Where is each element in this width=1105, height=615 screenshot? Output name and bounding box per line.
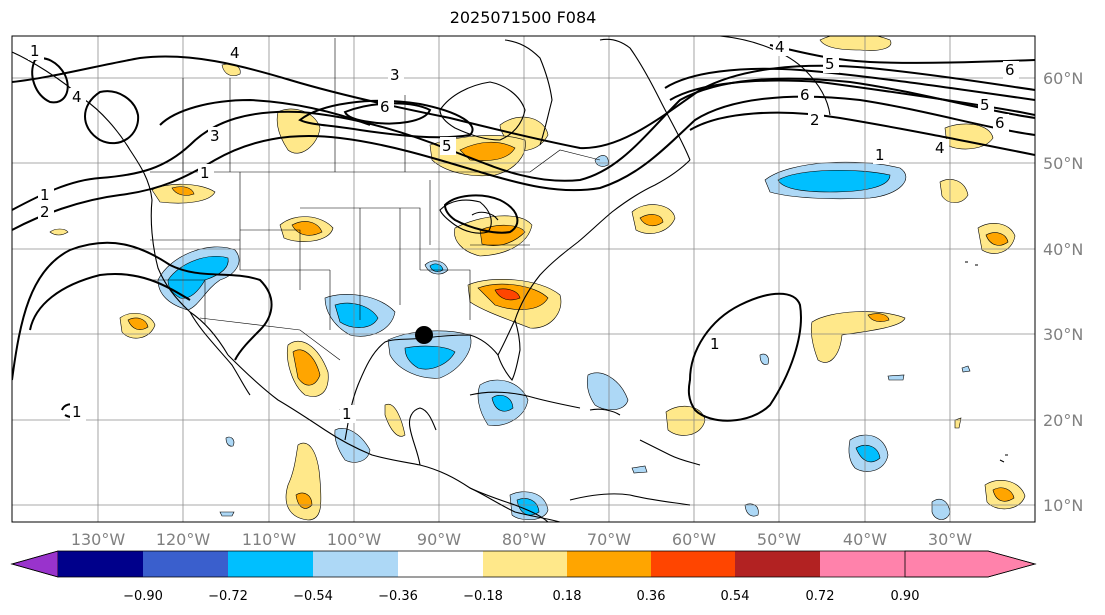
- contour-label: 1: [30, 42, 40, 60]
- contour-label: 6: [800, 86, 810, 104]
- lat-label: 60°N: [1043, 69, 1083, 88]
- contour-label: 6: [995, 114, 1005, 132]
- lon-label: 30°W: [928, 530, 972, 549]
- lat-label: 30°N: [1043, 325, 1083, 344]
- lon-label: 120°W: [156, 530, 211, 549]
- geopotential-contours: [12, 44, 1035, 422]
- contour-label: 6: [380, 98, 390, 116]
- colorbar-segment: [398, 551, 483, 577]
- colorbar-tick-label: −0.18: [463, 589, 503, 604]
- colorbar: −0.90 −0.72 −0.54 −0.36 −0.18 0.18 0.36 …: [10, 550, 1037, 604]
- location-marker: [415, 326, 433, 344]
- contour-label: 5: [825, 55, 835, 73]
- map-panel: [11, 35, 1036, 523]
- contour-label: 3: [210, 127, 220, 145]
- contour-label: 4: [72, 88, 82, 106]
- colorbar-max-extend: [904, 550, 1037, 578]
- colorbar-segment: [228, 551, 313, 577]
- lon-label: 130°W: [71, 530, 126, 549]
- lon-label: 100°W: [327, 530, 382, 549]
- colorbar-tick-label: 0.54: [721, 589, 750, 604]
- colorbar-tick-label: −0.54: [293, 589, 333, 604]
- longitude-labels: 130°W 120°W 110°W 100°W 90°W 80°W 70°W 6…: [71, 530, 972, 549]
- colorbar-tick-label: −0.72: [208, 589, 248, 604]
- colorbar-tick-label: 0.72: [806, 589, 835, 604]
- colorbar-segment: [820, 551, 905, 577]
- coastlines-and-borders: [12, 36, 1008, 522]
- contour-label: 2: [40, 203, 50, 221]
- colorbar-tick-label: 0.18: [553, 589, 582, 604]
- colorbar-outline: [10, 550, 1037, 578]
- contour-labels: 1 4 3 6 5 4 3 1 2 1 1 6 5 4 6 2 5 1 4: [28, 38, 1019, 423]
- lon-label: 80°W: [502, 530, 546, 549]
- map-frame: [11, 35, 1036, 523]
- colorbar-segment: [313, 551, 398, 577]
- contour-label: 4: [935, 139, 945, 157]
- lat-lon-gridlines: [12, 36, 1035, 522]
- lon-label: 40°W: [843, 530, 887, 549]
- colorbar-min-extend: [10, 550, 59, 578]
- contour-label: 1: [875, 146, 885, 164]
- lon-label: 50°W: [757, 530, 801, 549]
- lat-label: 20°N: [1043, 411, 1083, 430]
- lat-label: 40°N: [1043, 240, 1083, 259]
- negative-anomaly-shading: [157, 155, 971, 520]
- lat-label: 50°N: [1043, 154, 1083, 173]
- contour-label: 4: [230, 44, 240, 62]
- colorbar-segment: [143, 551, 228, 577]
- lon-label: 90°W: [417, 530, 461, 549]
- colorbar-tick-label: 0.36: [637, 589, 666, 604]
- contour-label: 1: [710, 335, 720, 353]
- contour-label: 1: [72, 403, 82, 421]
- contour-label: 4: [775, 38, 785, 56]
- contour-label: 5: [980, 96, 990, 114]
- contour-label: 1: [200, 164, 210, 182]
- contour-label: 1: [40, 186, 50, 204]
- colorbar-tick-label: 0.90: [891, 589, 920, 604]
- lon-label: 110°W: [242, 530, 297, 549]
- contour-label: 6: [1005, 61, 1015, 79]
- lon-label: 60°W: [672, 530, 716, 549]
- colorbar-tick-label: −0.36: [378, 589, 418, 604]
- latitude-labels: 60°N 50°N 40°N 30°N 20°N 10°N: [1043, 69, 1083, 515]
- map-title: 2025071500 F084: [449, 8, 597, 27]
- contour-label: 2: [810, 111, 820, 129]
- colorbar-segment: [58, 551, 143, 577]
- colorbar-segment: [651, 551, 735, 577]
- colorbar-segment: [567, 551, 651, 577]
- colorbar-segment: [735, 551, 820, 577]
- colorbar-segment: [483, 551, 567, 577]
- colorbar-tick-label: −0.90: [123, 589, 163, 604]
- contour-label: 1: [342, 405, 352, 423]
- contour-label: 3: [390, 66, 400, 84]
- contour-label: 5: [442, 137, 452, 155]
- lat-label: 10°N: [1043, 496, 1083, 515]
- lon-label: 70°W: [587, 530, 631, 549]
